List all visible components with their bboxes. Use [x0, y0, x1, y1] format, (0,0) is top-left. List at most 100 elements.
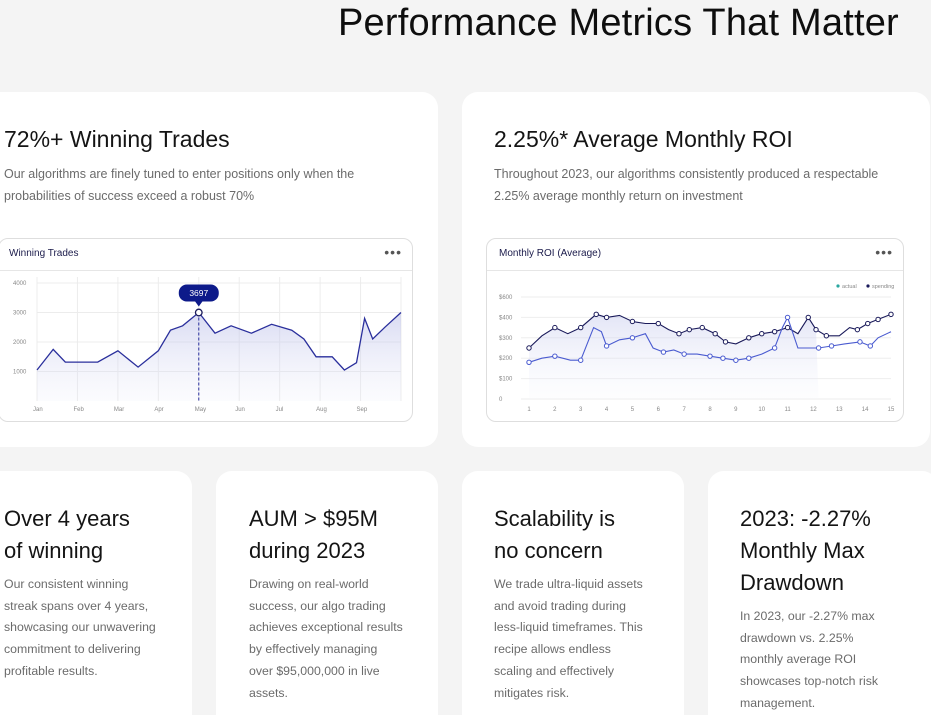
- x-tick-label: 4: [605, 407, 609, 413]
- series-area: [37, 312, 401, 401]
- x-tick-label: Jul: [276, 407, 284, 413]
- y-tick-label: 4000: [13, 281, 27, 287]
- heading-line: Monthly Max: [740, 538, 865, 563]
- data-point: [526, 359, 532, 365]
- text-line: monthly average ROI: [740, 652, 857, 667]
- data-point: [823, 333, 830, 339]
- text-line: assets.: [249, 685, 288, 700]
- data-point: [655, 320, 661, 327]
- data-point: [526, 345, 532, 351]
- aum-card: AUM > $95M during 2023 Drawing on real-w…: [216, 471, 438, 715]
- monthly-roi-chart: Monthly ROI (Average) ••• $600 $400 $300 $2…: [486, 238, 904, 422]
- data-point: [771, 345, 778, 351]
- winning-trades-text-line-1: Our algorithms are finely tuned to enter…: [4, 167, 355, 181]
- chart-title: Winning Trades: [9, 248, 79, 259]
- data-point: [603, 343, 610, 349]
- data-point: [854, 326, 861, 333]
- text-line: Drawing on real-world: [249, 577, 369, 591]
- heading-line: of winning: [4, 538, 104, 563]
- data-point: [603, 314, 610, 321]
- text-line: In 2023, our -2.27% max: [740, 609, 875, 623]
- text-line: success, our algo trading: [249, 598, 386, 613]
- card-heading: AUM > $95M during 2023: [249, 503, 378, 567]
- x-tick-label: 11: [784, 407, 791, 413]
- x-tick-label: 1: [527, 407, 531, 413]
- chart-title: Monthly ROI (Average): [499, 248, 602, 259]
- data-point: [865, 320, 871, 327]
- x-tick-label: 6: [657, 407, 661, 413]
- data-point: [681, 351, 687, 357]
- years-winning-card: Over 4 years of winning Our consistent w…: [0, 471, 192, 715]
- y-tick-label: 2000: [13, 340, 27, 346]
- data-point: [867, 343, 874, 349]
- text-line: We trade ultra-liquid assets: [494, 577, 643, 591]
- text-line: Our consistent winning: [4, 577, 129, 591]
- text-line: recipe allows endless: [494, 642, 611, 657]
- x-tick-label: 2: [553, 407, 557, 413]
- x-tick-label: 7: [682, 407, 686, 413]
- data-point: [686, 326, 693, 333]
- y-tick-label: $600: [499, 295, 513, 301]
- winning-trades-plot: 4000 3000 2000 1000 Jan Feb Mar Apr May Jun Jul Aug…: [13, 277, 402, 413]
- x-tick-label: 9: [734, 407, 738, 413]
- data-point: [629, 335, 636, 341]
- data-point: [784, 324, 791, 331]
- x-tick-label: Mar: [114, 407, 124, 413]
- tooltip-label: 3697: [189, 288, 208, 298]
- y-tick-label: $400: [499, 315, 513, 321]
- winning-trades-chart: Winning Trades ••• 4000 3000 2000 1000 Jan Fe…: [0, 238, 413, 422]
- y-tick-label: 0: [499, 397, 503, 403]
- heading-line: Over 4 years: [4, 506, 130, 531]
- page-title: Performance Metrics That Matter: [338, 2, 899, 44]
- more-options-icon[interactable]: •••: [384, 244, 402, 260]
- text-line: showcases top-notch risk: [740, 674, 879, 689]
- data-point: [720, 355, 726, 361]
- data-point: [593, 311, 599, 318]
- data-point: [813, 326, 819, 333]
- legend-label: spending: [872, 284, 894, 290]
- winning-trades-card: 72%+ Winning Trades Our algorithms are f…: [0, 92, 438, 447]
- text-line: mitigates risk.: [494, 685, 570, 700]
- heading-line: no concern: [494, 538, 603, 563]
- heading-line: Scalability is: [494, 506, 616, 531]
- y-tick-label: 1000: [13, 370, 27, 376]
- monthly-roi-text-line-1: Throughout 2023, our algorithms consiste…: [494, 167, 879, 181]
- text-line: profitable results.: [4, 663, 98, 678]
- data-point: [707, 353, 713, 359]
- data-point: [733, 357, 739, 363]
- text-line: management.: [740, 695, 816, 710]
- data-point: [578, 357, 584, 363]
- text-line: and avoid trading during: [494, 598, 626, 613]
- data-point: [712, 331, 718, 337]
- heading-line: during 2023: [249, 538, 366, 563]
- x-tick-label: 15: [888, 407, 895, 413]
- data-point: [828, 343, 835, 349]
- card-heading: 2023: -2.27% Monthly Max Drawdown: [740, 503, 871, 599]
- card-heading: Scalability is no concern: [494, 503, 615, 567]
- scalability-card: Scalability is no concern We trade ultra…: [462, 471, 684, 715]
- data-point: [784, 314, 791, 321]
- text-line: scaling and effectively: [494, 663, 615, 678]
- winning-trades-heading: 72%+ Winning Trades: [4, 126, 230, 152]
- monthly-roi-card: 2.25%* Average Monthly ROI Throughout 20…: [462, 92, 930, 447]
- text-line: by effectively managing: [249, 642, 378, 657]
- winning-trades-text-line-2: probabilities of success exceed a robust…: [4, 189, 255, 203]
- x-tick-label: 14: [862, 407, 869, 413]
- data-point: [805, 314, 811, 321]
- monthly-roi-heading: 2.25%* Average Monthly ROI: [494, 126, 793, 152]
- x-tick-label: Aug: [316, 407, 327, 413]
- x-tick-label: Jan: [33, 407, 43, 413]
- data-point: [699, 324, 705, 331]
- text-line: commitment to delivering: [4, 642, 141, 657]
- x-tick-label: Jun: [235, 407, 245, 413]
- data-point: [552, 324, 558, 331]
- more-options-icon[interactable]: •••: [875, 244, 893, 260]
- data-point: [552, 353, 558, 359]
- text-line: streak spans over 4 years,: [4, 598, 149, 613]
- data-point: [194, 308, 203, 317]
- data-point: [857, 339, 863, 345]
- data-point: [578, 324, 584, 331]
- x-tick-label: Sep: [357, 407, 368, 413]
- legend-label: actual: [842, 284, 857, 290]
- x-tick-label: 12: [810, 407, 817, 413]
